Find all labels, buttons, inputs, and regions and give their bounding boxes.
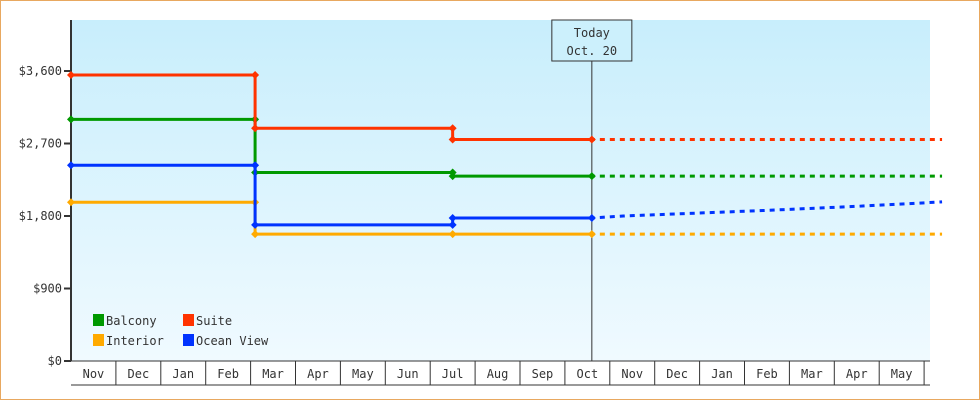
x-tick-label: Jan — [172, 367, 194, 381]
data-point-balcony — [587, 172, 596, 181]
data-point-suite — [448, 124, 457, 133]
data-point-ocean-view — [587, 214, 596, 223]
data-point-interior — [587, 230, 596, 239]
y-tick-label: $0 — [48, 354, 62, 368]
x-tick-label: Apr — [846, 367, 868, 381]
data-point-interior — [67, 198, 75, 207]
x-tick-label: Jul — [442, 367, 464, 381]
x-tick-label: Nov — [621, 367, 643, 381]
series-line-ocean-view — [71, 163, 592, 227]
x-tick-label: May — [352, 367, 374, 381]
legend-swatch-ocean-view — [183, 334, 194, 346]
x-tick-label: Dec — [128, 367, 150, 381]
series-line-suite — [71, 73, 592, 141]
x-tick-label: Jan — [711, 367, 733, 381]
data-point-ocean-view — [448, 214, 457, 223]
x-tick-label: Oct — [577, 367, 599, 381]
x-tick-label: Apr — [307, 367, 329, 381]
series-line-balcony — [71, 117, 592, 178]
data-point-suite — [587, 135, 596, 144]
legend-swatch-balcony — [93, 314, 104, 326]
data-point-suite — [251, 71, 260, 80]
data-point-ocean-view — [67, 161, 75, 170]
today-box — [551, 19, 633, 62]
today-label: Today — [574, 26, 610, 40]
plot-area — [71, 20, 930, 361]
data-point-suite — [448, 135, 457, 144]
legend-swatch-interior — [93, 334, 104, 346]
x-tick-label: Jun — [397, 367, 419, 381]
data-point-suite — [251, 124, 260, 133]
x-tick-label: Sep — [532, 367, 554, 381]
legend-label-suite: Suite — [196, 314, 232, 328]
data-point-suite — [67, 71, 75, 80]
legend-swatch-suite — [183, 314, 194, 326]
legend-label-ocean-view: Ocean View — [196, 334, 269, 348]
x-tick-label: Dec — [666, 367, 688, 381]
x-tick-label: May — [891, 367, 913, 381]
x-tick-label: Feb — [217, 367, 239, 381]
data-point-interior — [251, 230, 260, 239]
data-point-balcony — [448, 172, 457, 181]
x-tick-label: Feb — [756, 367, 778, 381]
data-point-ocean-view — [251, 220, 260, 229]
x-tick-label: Aug — [487, 367, 509, 381]
data-point-balcony — [67, 115, 75, 124]
data-point-ocean-view — [448, 220, 457, 229]
legend-label-interior: Interior — [106, 334, 164, 348]
legend-label-balcony: Balcony — [106, 314, 157, 328]
y-tick-label: $3,600 — [19, 64, 62, 78]
today-date: Oct. 20 — [567, 44, 618, 58]
y-tick-label: $2,700 — [19, 137, 62, 151]
x-tick-label: Mar — [262, 367, 284, 381]
data-point-ocean-view — [251, 161, 260, 170]
x-tick-label: Mar — [801, 367, 823, 381]
y-tick-label: $1,800 — [19, 209, 62, 223]
series-projection-ocean-view — [591, 200, 943, 220]
x-tick-label: Nov — [83, 367, 105, 381]
data-point-interior — [448, 230, 457, 239]
y-tick-label: $900 — [33, 282, 62, 296]
